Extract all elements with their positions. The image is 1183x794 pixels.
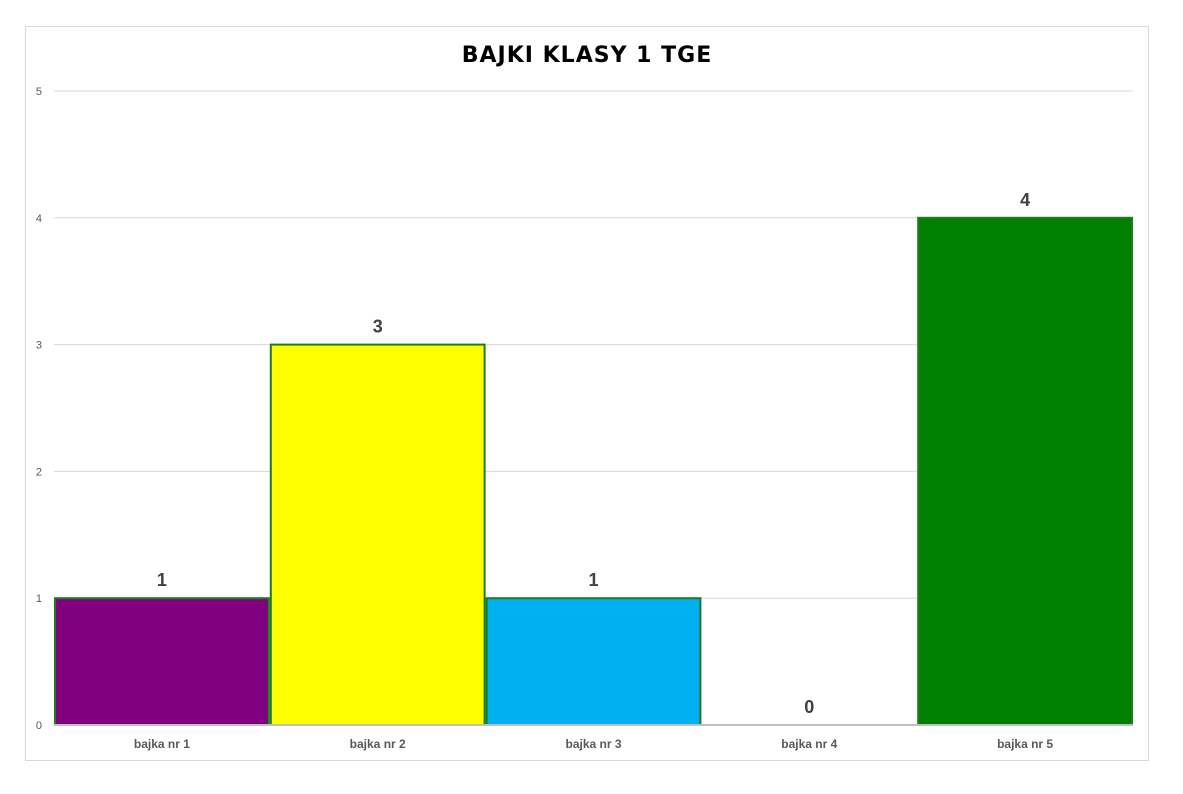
y-tick-label-1: 1 [36, 593, 42, 605]
bar-1 [54, 597, 270, 727]
x-tick-label-2: bajka nr 2 [350, 737, 406, 751]
y-tick-label-3: 3 [36, 340, 42, 352]
x-tick-label-3: bajka nr 3 [565, 737, 621, 751]
data-label-3: 1 [588, 570, 598, 590]
y-tick-label-0: 0 [36, 720, 42, 732]
x-tick-label-5: bajka nr 5 [997, 737, 1053, 751]
data-label-5: 4 [1020, 190, 1030, 210]
data-label-4: 0 [804, 697, 814, 717]
y-tick-label-5: 5 [36, 86, 42, 98]
x-tick-label-1: bajka nr 1 [134, 737, 190, 751]
bar-3 [485, 597, 702, 727]
x-tick-label-4: bajka nr 4 [781, 737, 837, 751]
bar-5 [917, 216, 1134, 727]
y-tick-label-4: 4 [36, 213, 42, 225]
chart-title: BAJKI KLASY 1 TGE [461, 43, 713, 68]
data-label-1: 1 [157, 570, 167, 590]
data-label-2: 3 [373, 317, 383, 337]
bar-2 [269, 343, 486, 726]
y-tick-label-2: 2 [36, 466, 42, 478]
